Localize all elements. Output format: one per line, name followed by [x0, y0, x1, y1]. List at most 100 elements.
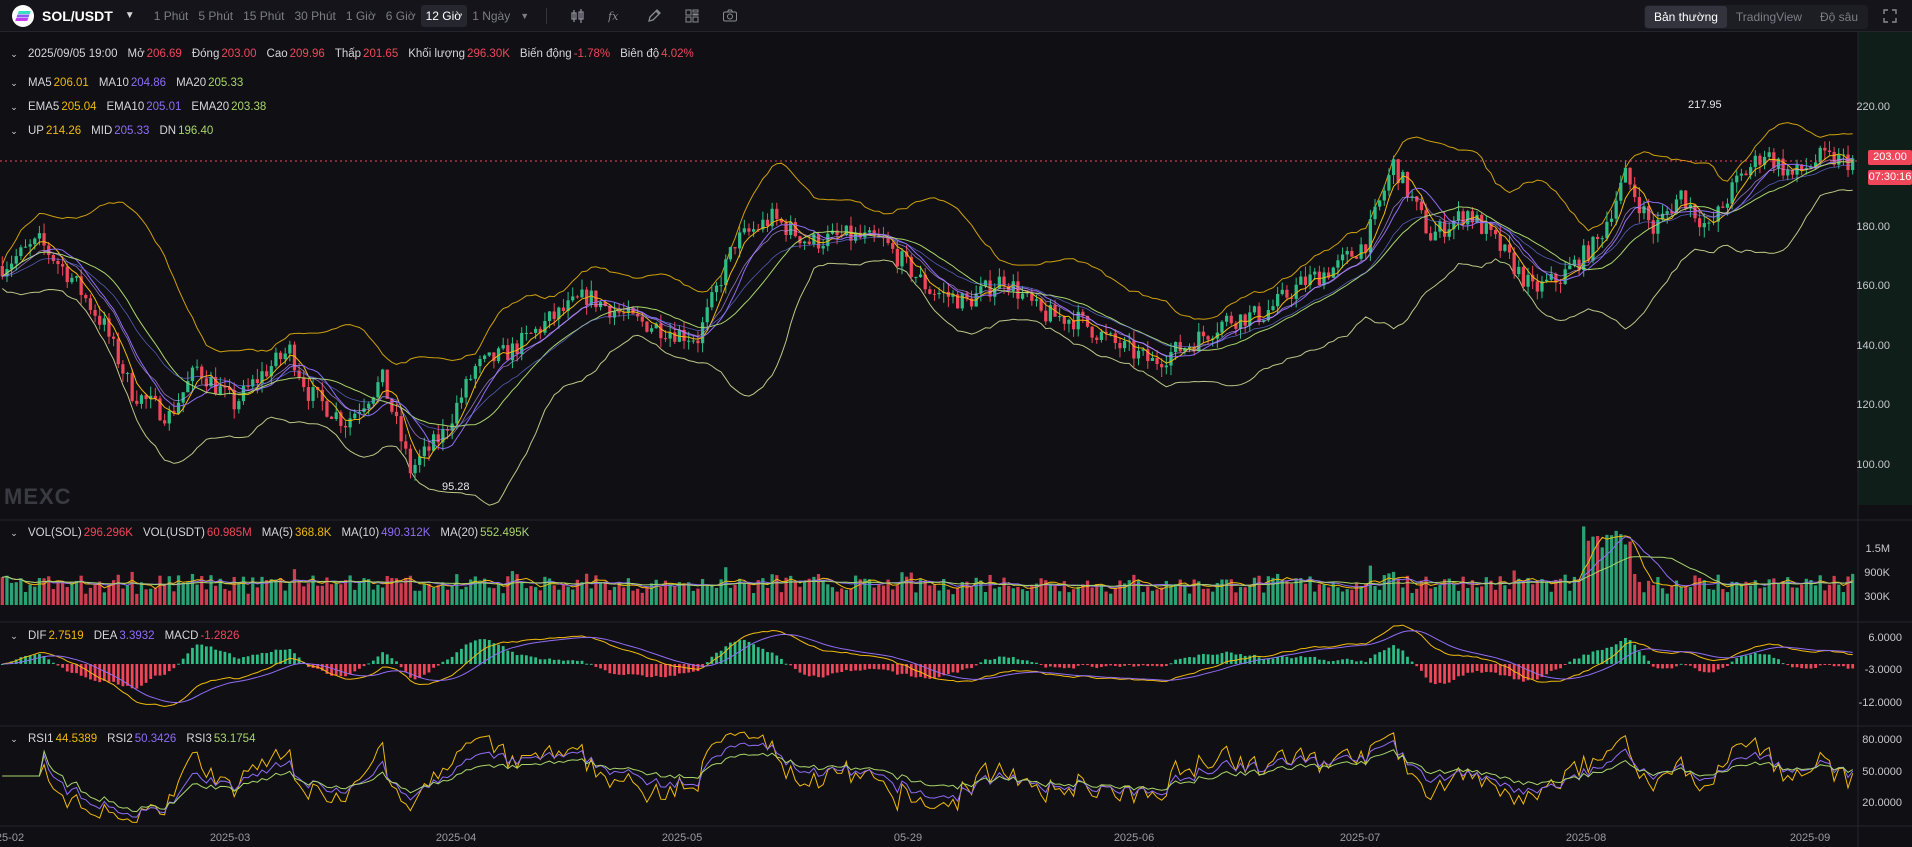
interval-1d[interactable]: 1 Ngày: [472, 8, 511, 23]
macd-bar: [1215, 654, 1219, 664]
screenshot-camera-icon[interactable]: [721, 7, 739, 25]
macd-bar: [705, 662, 709, 664]
volume-bar: [186, 582, 190, 605]
macd-bar: [1475, 664, 1479, 671]
volume-bar: [1020, 589, 1025, 605]
volume-bar: [1484, 577, 1488, 605]
macd-bar: [1229, 652, 1233, 664]
macd-bar: [232, 657, 236, 664]
amplitude-label: Biên độ: [620, 48, 660, 60]
candle-body: [1762, 156, 1767, 165]
macd-bar: [1484, 664, 1488, 672]
volume-axis-label: 900K: [1864, 567, 1890, 579]
macd-bar: [1651, 664, 1655, 667]
candle-body: [1498, 234, 1502, 251]
ema-collapse-icon[interactable]: ⌄: [10, 101, 18, 112]
volume-bar: [172, 591, 176, 605]
volume-bar: [983, 592, 988, 605]
volume-bar: [1540, 578, 1544, 605]
macd-bar: [325, 664, 329, 674]
fullscreen-icon[interactable]: [1882, 8, 1898, 24]
layout-grid-icon[interactable]: [683, 7, 701, 25]
candle-body: [524, 332, 528, 334]
view-depth-button[interactable]: Độ sâu: [1819, 10, 1858, 24]
candle-body: [1303, 276, 1308, 286]
macd-bar: [1072, 664, 1075, 669]
last-price-tag: 203.00: [1868, 150, 1912, 165]
interval-15m[interactable]: 15 Phút: [243, 8, 285, 23]
volume-bar: [60, 580, 65, 605]
macd-bar: [1299, 656, 1303, 664]
candle-body: [1484, 223, 1488, 234]
volume-collapse-icon[interactable]: ⌄: [10, 527, 18, 538]
volume-bar: [1187, 593, 1192, 605]
candle-body: [144, 395, 148, 400]
volume-bar: [422, 583, 426, 605]
candle-body: [269, 366, 273, 377]
symbol-dropdown-icon[interactable]: ▼: [124, 10, 135, 21]
candle-body: [696, 340, 700, 344]
volume-bar: [464, 586, 468, 605]
volume-bar: [418, 590, 422, 605]
interval-12h[interactable]: 12 Giờ: [420, 4, 468, 27]
macd-collapse-icon[interactable]: ⌄: [10, 630, 18, 641]
macd-bar: [1387, 647, 1391, 664]
candlestick-chart[interactable]: [0, 32, 1912, 847]
rsi-collapse-icon[interactable]: ⌄: [10, 733, 18, 744]
macd-bar: [1294, 657, 1298, 664]
volume-bar: [42, 578, 46, 605]
volume-bar: [585, 573, 589, 605]
macd-bar: [279, 649, 282, 664]
macd-bar: [1327, 661, 1331, 664]
candle-body: [1020, 293, 1025, 299]
ma-collapse-icon[interactable]: ⌄: [10, 77, 18, 88]
interval-5m[interactable]: 5 Phút: [198, 8, 234, 23]
macd-bar: [1443, 664, 1446, 684]
candle-body: [1489, 223, 1493, 230]
legend-collapse-icon[interactable]: ⌄: [10, 48, 18, 59]
volume-bar: [404, 577, 408, 605]
volume-bar: [343, 579, 348, 605]
candle-body: [1586, 245, 1590, 261]
candle-body: [1067, 319, 1071, 324]
candle-body: [1016, 281, 1020, 299]
candle-body: [1044, 310, 1048, 322]
macd-bar: [937, 664, 941, 678]
draw-pencil-icon[interactable]: [645, 7, 663, 25]
candle-body: [163, 420, 167, 424]
boll-dn-label: DN: [159, 125, 177, 137]
volume-bar: [1544, 581, 1549, 605]
interval-30m[interactable]: 30 Phút: [294, 8, 336, 23]
candle-body: [436, 434, 440, 443]
amplitude-value: 4.02%: [661, 48, 694, 60]
volume-bar: [149, 588, 153, 605]
symbol-title[interactable]: SOL/USDT: [42, 7, 113, 24]
candle-body: [311, 387, 315, 401]
macd-bar: [891, 664, 895, 672]
candle-type-icon[interactable]: [569, 7, 587, 25]
indicator-fx-icon[interactable]: fx: [607, 7, 625, 25]
ema5-label: EMA5: [28, 101, 60, 113]
macd-bar: [919, 664, 922, 677]
view-tradingview-button[interactable]: TradingView: [1735, 10, 1802, 24]
view-standard-button[interactable]: Bản thường: [1644, 6, 1727, 28]
volume-bar: [339, 584, 343, 605]
interval-1m[interactable]: 1 Phút: [153, 8, 189, 23]
candle-body: [1424, 210, 1428, 234]
macd-label: MACD: [164, 630, 199, 642]
interval-6h[interactable]: 6 Giờ: [385, 8, 416, 23]
volume-bar: [195, 584, 199, 605]
rsi-axis-label: 80.0000: [1862, 734, 1902, 746]
macd-bar: [1600, 649, 1604, 664]
interval-1h[interactable]: 1 Giờ: [345, 8, 376, 23]
volume-bar: [566, 586, 570, 605]
candle-body: [1289, 297, 1294, 299]
interval-more-dropdown-icon[interactable]: ▼: [520, 10, 530, 21]
macd-bar: [1016, 659, 1020, 664]
macd-bar: [344, 664, 347, 677]
macd-bar: [970, 664, 973, 669]
boll-collapse-icon[interactable]: ⌄: [10, 125, 18, 136]
volume-bar: [816, 574, 821, 605]
price-axis-panel: [1858, 32, 1912, 505]
macd-bar: [1628, 640, 1632, 664]
